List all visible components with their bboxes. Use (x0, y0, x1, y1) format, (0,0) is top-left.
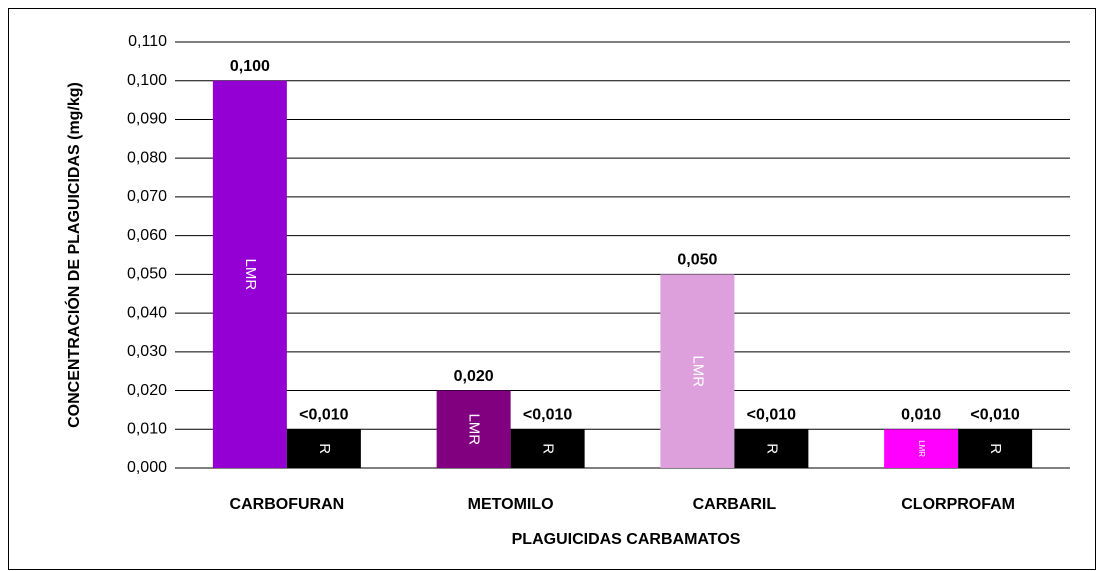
y-tick-label: 0,090 (127, 111, 167, 128)
x-axis-title: PLAGUICIDAS CARBAMATOS (512, 531, 741, 548)
bar-series-label: LMR (689, 355, 706, 387)
bar-series-label: LMR (242, 259, 259, 291)
bar-series-label: LMR (917, 440, 926, 457)
y-tick-label: 0,080 (127, 149, 167, 166)
data-label: 0,100 (230, 58, 270, 75)
chart-frame (8, 8, 1096, 570)
data-label: 0,050 (677, 252, 717, 269)
bar (510, 429, 585, 468)
x-tick-label: CARBARIL (693, 496, 777, 513)
y-tick-label: 0,050 (127, 266, 167, 283)
data-label: <0,010 (523, 406, 572, 423)
bar-series-label: LMR (466, 413, 483, 445)
bar (884, 429, 959, 468)
data-label: 0,020 (454, 368, 494, 385)
x-tick-label: CARBOFURAN (230, 496, 345, 513)
bar (660, 274, 735, 468)
bar (212, 80, 287, 469)
bar (286, 429, 361, 468)
y-tick-label: 0,070 (127, 188, 167, 205)
x-tick-label: METOMILO (468, 496, 554, 513)
y-axis-title: CONCENTRACIÓN DE PLAGUICIDAS (mg/kg) (64, 82, 83, 428)
bar (436, 390, 511, 468)
y-tick-label: 0,000 (127, 459, 167, 476)
data-label: <0,010 (299, 406, 348, 423)
x-tick-label: CLORPROFAM (901, 496, 1015, 513)
bar (734, 429, 809, 468)
y-tick-label: 0,110 (128, 33, 167, 50)
bar-series-label: R (540, 443, 557, 454)
data-label: <0,010 (747, 406, 796, 423)
bar-series-label: R (763, 443, 780, 454)
y-tick-label: 0,040 (127, 304, 167, 321)
data-label: <0,010 (970, 406, 1019, 423)
y-tick-label: 0,020 (127, 382, 167, 399)
y-tick-label: 0,030 (127, 343, 167, 360)
y-tick-label: 0,060 (127, 227, 167, 244)
bar-series-label: R (316, 443, 333, 454)
bar-series-label: R (987, 443, 1004, 454)
y-tick-label: 0,010 (127, 420, 167, 437)
data-label: 0,010 (901, 406, 941, 423)
y-tick-label: 0,100 (127, 72, 167, 89)
bar (958, 429, 1033, 468)
